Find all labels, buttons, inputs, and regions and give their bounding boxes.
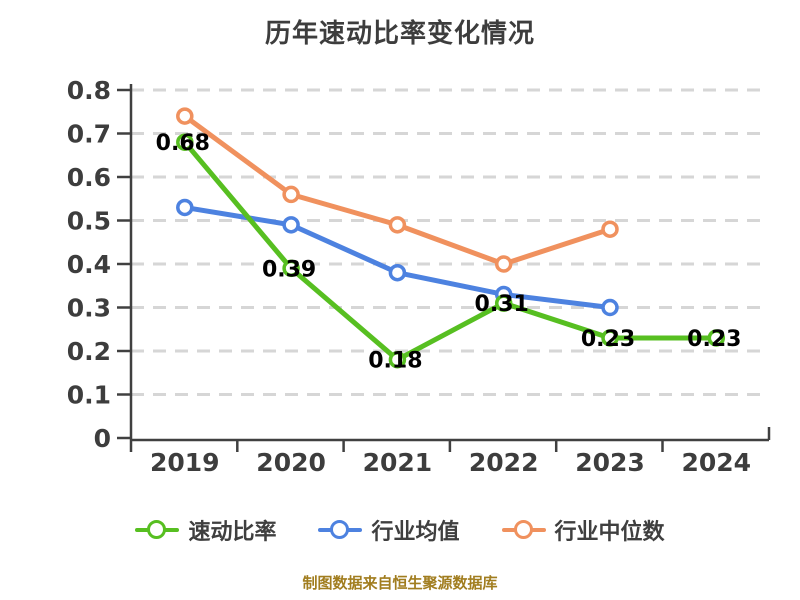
- y-tick-label: 0.6: [67, 163, 111, 192]
- chart-title: 历年速动比率变化情况: [264, 19, 535, 49]
- data-point: [176, 107, 194, 125]
- point-value-label: 0.23: [687, 327, 741, 352]
- data-point: [601, 329, 619, 347]
- data-point: [176, 133, 194, 151]
- gridlines: [131, 88, 769, 396]
- quick-ratio-legend-marker-icon: [135, 520, 180, 540]
- data-source-note: 制图数据来自恒生聚源数据库: [302, 574, 498, 592]
- data-point: [601, 298, 619, 317]
- data-point: [707, 329, 726, 347]
- data-point: [494, 255, 513, 273]
- axes: [117, 84, 771, 452]
- axis-labels: 0 0.1 0.2 0.3 0.4 0.5 0.6 0.7 0.8 2019 2020 2021 202…: [67, 76, 751, 477]
- y-tick-label: 0.5: [67, 207, 111, 236]
- series-lines: [182, 113, 719, 363]
- line-速动比率: [182, 139, 719, 363]
- data-point: [176, 198, 194, 217]
- legend-dot: [513, 520, 533, 539]
- legend-dot: [147, 520, 167, 539]
- legend-item-industry-median[interactable]: 行业中位数: [501, 514, 665, 546]
- legend-item-industry-average[interactable]: 行业均值: [318, 514, 460, 546]
- y-tick-label: 0.1: [67, 381, 111, 410]
- y-tick-label: 0.8: [67, 76, 111, 105]
- data-point: [388, 216, 407, 234]
- data-point: [388, 263, 407, 282]
- point-value-label: 0.18: [368, 349, 422, 374]
- legend-label-industry-average: 行业均值: [371, 520, 460, 545]
- x-tick-label: 2023: [575, 448, 645, 477]
- x-tick-label: 2020: [256, 448, 326, 477]
- y-tick-label: 0.3: [67, 294, 111, 323]
- plot-area: 0 0.1 0.2 0.3 0.4 0.5 0.6 0.7 0.8 2019 2020 2021 202…: [67, 76, 771, 477]
- x-tick-label: 2022: [469, 448, 539, 477]
- legend-item-quick-ratio[interactable]: 速动比率: [135, 514, 276, 546]
- legend-dot: [330, 520, 350, 539]
- data-point: [282, 185, 300, 204]
- legend-label-quick-ratio: 速动比率: [188, 520, 277, 545]
- y-tick-label: 0.4: [67, 250, 111, 279]
- point-value-label: 0.31: [475, 292, 529, 317]
- series-markers: [176, 107, 726, 369]
- line-行业中位数: [182, 113, 613, 267]
- point-value-label: 0.23: [581, 327, 635, 352]
- point-value-label: 0.68: [156, 131, 210, 156]
- x-tick-label: 2021: [363, 448, 433, 477]
- data-point: [282, 259, 300, 278]
- y-tick-label: 0.7: [67, 120, 111, 149]
- legend-label-industry-median: 行业中位数: [554, 520, 665, 545]
- x-tick-label: 2024: [682, 448, 752, 477]
- y-tick-label: 0.2: [67, 337, 111, 366]
- legend: 速动比率 行业均值 行业中位数: [0, 514, 800, 546]
- data-point: [601, 220, 619, 238]
- y-tick-label: 0: [94, 424, 111, 453]
- industry-median-legend-marker-icon: [501, 520, 546, 540]
- point-value-label: 0.39: [262, 257, 316, 282]
- x-tick-label: 2019: [150, 448, 220, 477]
- data-point: [282, 216, 300, 234]
- data-labels: 0.68 0.39 0.18 0.31 0.23 0.23: [156, 131, 742, 374]
- industry-average-legend-marker-icon: [318, 520, 363, 540]
- data-point: [494, 294, 513, 312]
- data-point: [388, 350, 407, 369]
